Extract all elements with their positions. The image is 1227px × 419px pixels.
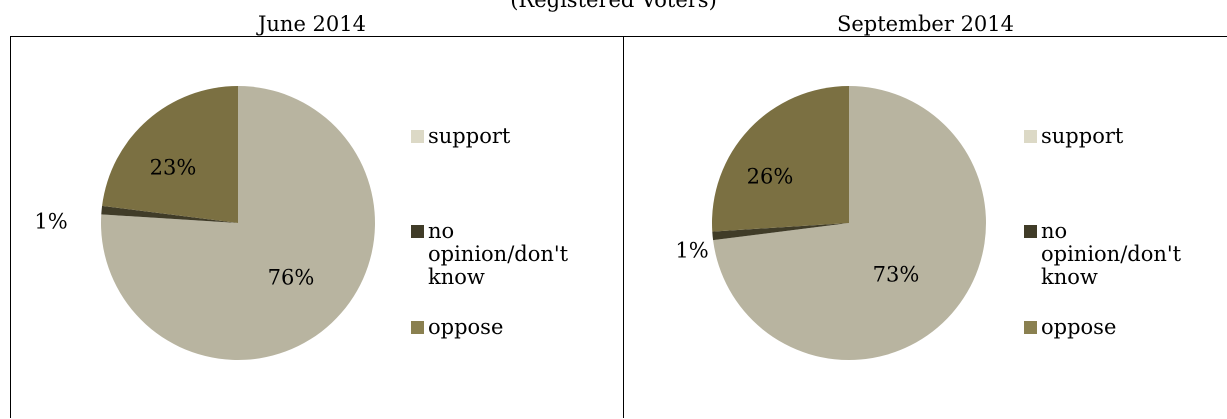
pie-chart-september: 73% 1% 26% — [675, 86, 986, 360]
legend-swatch-no-opinion — [411, 225, 424, 238]
slice-oppose — [102, 86, 238, 223]
slice-support — [713, 86, 986, 360]
legend-swatch-support — [411, 130, 424, 143]
legend-item-oppose: oppose — [411, 316, 578, 339]
pie-chart-june: 76% 1% 23% — [34, 86, 375, 360]
chart-panel-june: 76% 1% 23% support no opinion/don't know o… — [10, 36, 624, 418]
cut-off-title: (Registered Voters) — [510, 0, 717, 12]
slice-no-opinion — [101, 205, 239, 223]
label-oppose: 23% — [150, 156, 197, 180]
chart-title-june: June 2014 — [257, 12, 366, 36]
slice-oppose — [711, 86, 849, 232]
label-no-opinion: 1% — [34, 210, 67, 234]
chart-title-september: September 2014 — [836, 12, 1015, 36]
slice-support — [100, 86, 375, 360]
legend-label-support: support — [428, 124, 511, 148]
label-no-opinion: 1% — [675, 239, 708, 263]
legend-label-no-opinion: no opinion/don't know — [1041, 219, 1182, 289]
legend-item-support: support — [1024, 125, 1191, 148]
legend-swatch-oppose — [1024, 321, 1037, 334]
legend-item-support: support — [411, 125, 578, 148]
label-oppose: 26% — [747, 165, 794, 189]
label-support: 76% — [268, 266, 315, 290]
legend-swatch-no-opinion — [1024, 225, 1037, 238]
legend-item-oppose: oppose — [1024, 316, 1191, 339]
legend-label-no-opinion: no opinion/don't know — [428, 219, 569, 289]
legend-item-no-opinion: no opinion/don't know — [411, 220, 578, 289]
legend-label-support: support — [1041, 124, 1124, 148]
legend-swatch-support — [1024, 130, 1037, 143]
chart-panel-september: 73% 1% 26% support no opinion/don't know o… — [623, 36, 1227, 418]
slice-no-opinion — [712, 223, 849, 241]
label-support: 73% — [873, 263, 920, 287]
legend-item-no-opinion: no opinion/don't know — [1024, 220, 1191, 289]
legend-swatch-oppose — [411, 321, 424, 334]
legend-label-oppose: oppose — [428, 315, 504, 339]
legend-label-oppose: oppose — [1041, 315, 1117, 339]
